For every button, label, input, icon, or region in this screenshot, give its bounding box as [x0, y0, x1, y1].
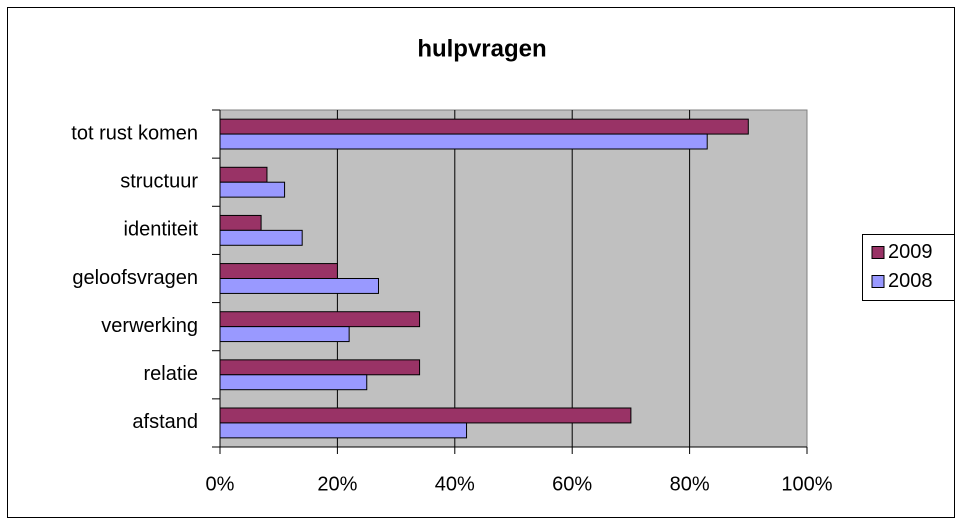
bar	[219, 118, 749, 135]
y-tick-label: afstand	[132, 411, 198, 433]
bar	[219, 214, 262, 231]
legend-swatch	[871, 246, 885, 259]
x-tick-label: 40%	[435, 473, 475, 495]
bar	[219, 229, 303, 246]
legend-swatch	[871, 275, 885, 288]
x-tick-label: 60%	[552, 473, 592, 495]
y-tick-label: geloofsvragen	[72, 267, 198, 289]
x-tick-label: 0%	[206, 473, 235, 495]
chart-title: hulpvragen	[417, 35, 546, 62]
y-tick-label: structuur	[120, 170, 198, 192]
bar	[219, 311, 421, 328]
legend-box	[862, 234, 955, 301]
bar	[219, 422, 468, 439]
bar	[219, 133, 708, 150]
bar	[219, 166, 268, 183]
x-tick-label: 80%	[670, 473, 710, 495]
bar	[219, 181, 286, 198]
bar	[219, 263, 338, 279]
x-tick-label: 100%	[781, 473, 832, 495]
y-tick-label: tot rust komen	[71, 122, 198, 144]
legend-label: 2009	[888, 241, 933, 263]
y-tick-label: identiteit	[124, 219, 199, 241]
bar	[219, 278, 379, 294]
bar	[219, 374, 368, 391]
x-tick-label: 20%	[317, 473, 357, 495]
bar	[219, 407, 632, 424]
bar	[219, 359, 421, 376]
legend-label: 2008	[888, 270, 933, 292]
bar	[219, 326, 350, 343]
y-tick-label: relatie	[144, 363, 198, 385]
y-tick-label: verwerking	[101, 315, 198, 337]
